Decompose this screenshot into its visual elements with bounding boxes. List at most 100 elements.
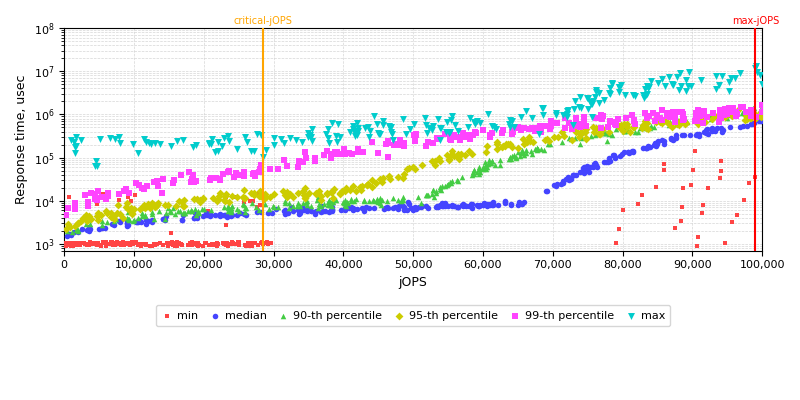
min <box>91 201 104 208</box>
max <box>187 144 200 150</box>
95-th percentile <box>253 192 266 199</box>
99-th percentile <box>118 188 130 194</box>
99-th percentile <box>590 114 602 121</box>
95-th percentile <box>502 141 514 148</box>
min <box>205 241 218 247</box>
min <box>227 241 240 248</box>
99-th percentile <box>694 112 707 119</box>
max <box>536 105 549 111</box>
median <box>451 204 464 210</box>
max <box>306 126 318 132</box>
max <box>350 132 363 138</box>
min <box>182 242 195 248</box>
median <box>481 202 494 209</box>
min <box>109 242 122 248</box>
90-th percentile <box>494 157 506 164</box>
90-th percentile <box>585 133 598 139</box>
95-th percentile <box>258 195 270 202</box>
90-th percentile <box>426 187 439 193</box>
99-th percentile <box>248 173 261 180</box>
median <box>604 158 617 164</box>
95-th percentile <box>695 118 708 124</box>
max <box>267 135 280 141</box>
median <box>702 131 714 137</box>
max <box>211 148 224 154</box>
99-th percentile <box>420 143 433 149</box>
95-th percentile <box>454 151 467 157</box>
99-th percentile <box>278 156 290 163</box>
min <box>220 240 233 246</box>
90-th percentile <box>283 200 296 206</box>
median <box>234 210 246 216</box>
max <box>445 116 458 123</box>
max <box>126 141 139 147</box>
min <box>264 240 277 246</box>
90-th percentile <box>192 208 205 214</box>
90-th percentile <box>518 152 531 158</box>
max <box>644 78 657 84</box>
99-th percentile <box>68 206 81 212</box>
median <box>473 203 486 209</box>
max <box>305 134 318 140</box>
median <box>114 219 126 226</box>
90-th percentile <box>526 150 538 157</box>
min <box>218 239 230 246</box>
max <box>641 82 654 89</box>
Point <box>691 234 704 240</box>
max <box>245 148 258 154</box>
95-th percentile <box>62 221 74 228</box>
max <box>626 92 639 98</box>
95-th percentile <box>402 165 415 172</box>
99-th percentile <box>526 125 538 131</box>
95-th percentile <box>340 185 353 191</box>
max <box>212 138 225 145</box>
Point <box>658 161 671 168</box>
min <box>62 242 74 248</box>
median <box>326 208 338 214</box>
95-th percentile <box>298 194 311 201</box>
90-th percentile <box>198 206 210 212</box>
median <box>81 227 94 234</box>
99-th percentile <box>398 143 410 149</box>
95-th percentile <box>596 126 609 132</box>
max <box>132 150 145 156</box>
median <box>405 205 418 211</box>
95-th percentile <box>565 137 578 144</box>
90-th percentile <box>485 160 498 167</box>
median <box>397 203 410 210</box>
Point <box>686 167 699 173</box>
99-th percentile <box>216 171 229 177</box>
99-th percentile <box>300 155 313 161</box>
95-th percentile <box>557 133 570 140</box>
median <box>342 205 355 211</box>
max <box>670 74 683 80</box>
90-th percentile <box>66 229 78 235</box>
95-th percentile <box>301 192 314 198</box>
median <box>439 200 452 206</box>
90-th percentile <box>510 154 522 160</box>
median <box>487 198 500 205</box>
median <box>562 173 574 180</box>
min <box>190 241 203 248</box>
max <box>202 140 215 146</box>
max <box>376 122 389 128</box>
95-th percentile <box>343 186 356 193</box>
median <box>294 210 306 216</box>
median <box>755 118 768 124</box>
90-th percentile <box>71 226 84 233</box>
min <box>253 190 266 197</box>
median <box>68 229 81 235</box>
95-th percentile <box>218 192 231 199</box>
median <box>389 204 402 210</box>
min <box>148 241 161 248</box>
max <box>330 133 342 139</box>
min <box>259 240 272 246</box>
max <box>598 97 610 104</box>
median <box>346 206 359 212</box>
min <box>216 240 229 247</box>
median <box>346 205 359 212</box>
95-th percentile <box>409 166 422 172</box>
90-th percentile <box>422 192 434 198</box>
median <box>278 206 291 213</box>
median <box>578 170 590 176</box>
